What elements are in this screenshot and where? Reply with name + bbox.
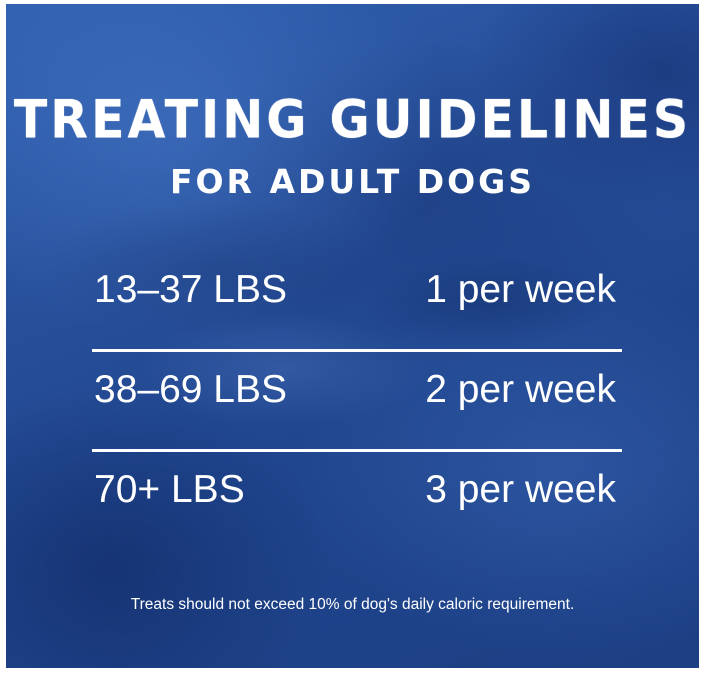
- guideline-row: 13–37 LBS 1 per week: [92, 252, 622, 352]
- footnote: Treats should not exceed 10% of dog's da…: [130, 596, 575, 613]
- row-divider: [92, 449, 622, 452]
- treat-frequency: 3 per week: [425, 468, 616, 511]
- guidelines-panel: TREATING GUIDELINES FOR ADULT DOGS 13–37…: [6, 4, 699, 668]
- treat-frequency: 1 per week: [425, 268, 616, 311]
- page-title: TREATING GUIDELINES: [13, 88, 692, 151]
- weight-range: 38–69 LBS: [94, 368, 288, 411]
- guideline-row: 70+ LBS 3 per week: [92, 452, 622, 552]
- weight-range: 13–37 LBS: [94, 268, 288, 311]
- guideline-row: 38–69 LBS 2 per week: [92, 352, 622, 452]
- page-subtitle: FOR ADULT DOGS: [169, 162, 536, 201]
- row-divider: [92, 349, 622, 352]
- guidelines-table: 13–37 LBS 1 per week 38–69 LBS 2 per wee…: [92, 252, 622, 552]
- weight-range: 70+ LBS: [94, 468, 245, 511]
- treat-frequency: 2 per week: [425, 368, 616, 411]
